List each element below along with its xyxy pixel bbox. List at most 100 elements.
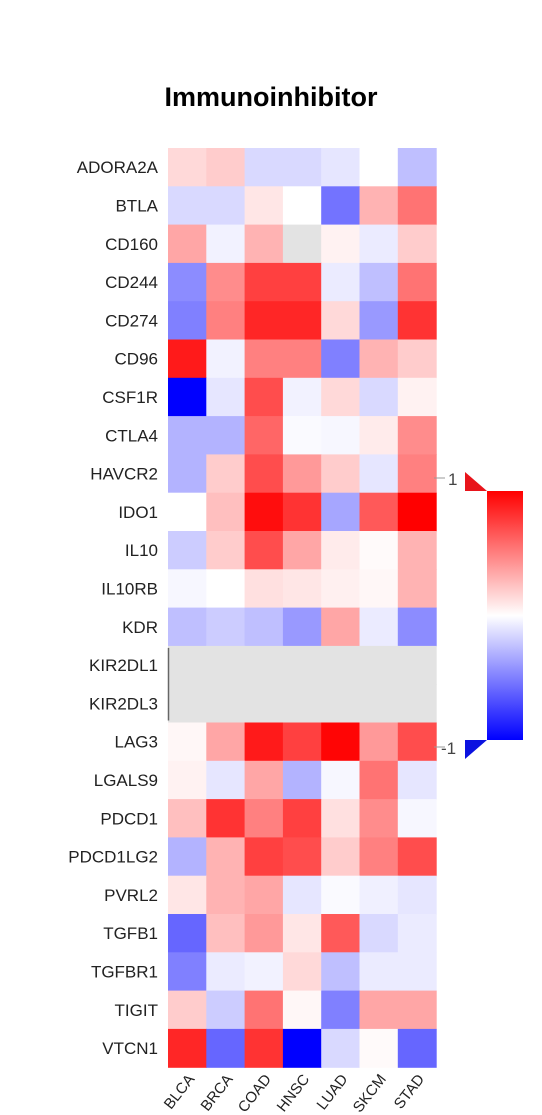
heatmap-cell-lag3-skcm [359,722,399,762]
row-label-tgfb1: TGFB1 [103,924,158,943]
heatmap-cell-cd96-brca [206,339,246,379]
heatmap-cell-lag3-luad [321,722,361,762]
heatmap-cell-pvrl2-stad [397,875,437,915]
heatmap-cell-vtcn1-stad [397,1028,437,1068]
heatmap-cell-kdr-skcm [359,607,399,647]
heatmap-cell-kir2dl3-blca [168,684,207,724]
heatmap-cell-tgfb1-hnsc [282,914,322,953]
heatmap-cell-cd160-luad [321,224,361,264]
heatmap-cell-csf1r-stad [397,377,437,417]
row-label-kdr: KDR [122,618,158,637]
heatmap-cell-tigit-stad [397,990,437,1030]
row-label-cd96: CD96 [115,350,158,369]
heatmap-cell-tgfbr1-brca [206,952,246,992]
heatmap-cell-lgals9-coad [244,760,284,800]
heatmap-cell-cd274-brca [206,301,246,341]
legend-max-marker [465,472,487,491]
heatmap-cell-kdr-coad [244,607,284,647]
heatmap-cell-cd244-hnsc [282,262,322,302]
row-label-ido1: IDO1 [118,503,158,522]
heatmap-cell-cd160-coad [244,224,284,264]
heatmap-cell-csf1r-hnsc [282,377,322,417]
heatmap-cell-ctla4-blca [168,416,207,455]
heatmap-cell-vtcn1-coad [244,1028,284,1068]
heatmap-cell-kdr-brca [206,607,246,647]
heatmap-cell-lag3-hnsc [282,722,322,762]
heatmap-cell-havcr2-luad [321,454,361,494]
heatmap-cell-ctla4-hnsc [282,416,322,455]
heatmap-cell-cd274-stad [397,301,437,341]
heatmap-cell-tgfbr1-skcm [359,952,399,992]
heatmap-cell-il10rb-luad [321,569,361,609]
heatmap-cell-pdcd1-skcm [359,799,399,838]
heatmap-cells [167,148,437,1068]
heatmap-cell-ido1-skcm [359,492,399,532]
heatmap-cell-vtcn1-luad [321,1028,361,1068]
row-label-cd274: CD274 [105,311,158,330]
heatmap-cell-kir2dl3-brca [206,684,246,724]
heatmap-cell-il10-skcm [359,531,399,570]
heatmap-cell-ido1-blca [168,492,207,532]
column-label-blca: BLCA [161,1071,199,1112]
heatmap-cell-lgals9-brca [206,760,246,800]
row-label-tgfbr1: TGFBR1 [91,962,158,981]
heatmap-cell-tigit-coad [244,990,284,1030]
column-label-stad: STAD [391,1071,428,1112]
heatmap-cell-ido1-coad [244,492,284,532]
heatmap-cell-cd96-skcm [359,339,399,379]
legend-min-marker [465,740,487,759]
heatmap-cell-kir2dl3-hnsc [282,684,322,724]
heatmap-cell-btla-brca [206,186,246,226]
heatmap-cell-adora2a-blca [168,148,207,187]
heatmap-cell-cd274-luad [321,301,361,341]
heatmap-cell-btla-skcm [359,186,399,226]
heatmap-cell-adora2a-skcm [359,148,399,187]
heatmap-cell-il10-luad [321,531,361,570]
heatmap-cell-csf1r-skcm [359,377,399,417]
heatmap-cell-pdcd1-coad [244,799,284,838]
heatmap-cell-kir2dl1-hnsc [282,645,322,685]
heatmap-cell-vtcn1-skcm [359,1028,399,1068]
heatmap-cell-pvrl2-blca [168,875,207,915]
heatmap-cell-pvrl2-hnsc [282,875,322,915]
heatmap-cell-havcr2-blca [168,454,207,494]
row-label-pdcd1lg2: PDCD1LG2 [68,848,158,867]
heatmap-cell-ido1-stad [397,492,437,532]
row-label-il10rb: IL10RB [101,579,158,598]
heatmap-cell-tgfbr1-blca [168,952,207,992]
row-label-tigit: TIGIT [115,1001,158,1020]
heatmap-cell-btla-luad [321,186,361,226]
heatmap-cell-pdcd1-blca [168,799,207,838]
heatmap-cell-il10rb-skcm [359,569,399,609]
heatmap-cell-kdr-stad [397,607,437,647]
heatmap-cell-ido1-hnsc [282,492,322,532]
heatmap-cell-havcr2-stad [397,454,437,494]
heatmap-cell-pvrl2-luad [321,875,361,915]
heatmap-cell-havcr2-hnsc [282,454,322,494]
heatmap-cell-havcr2-coad [244,454,284,494]
heatmap-cell-adora2a-stad [397,148,437,187]
column-label-brca: BRCA [198,1071,237,1114]
column-label-coad: COAD [235,1071,275,1115]
heatmap-cell-vtcn1-hnsc [282,1028,322,1068]
heatmap-cell-kir2dl1-stad [397,645,437,685]
heatmap-cell-cd96-coad [244,339,284,379]
row-label-lag3: LAG3 [115,733,158,752]
heatmap-cell-lgals9-blca [168,760,207,800]
heatmap-cell-pdcd1lg2-blca [168,837,207,877]
heatmap-cell-tgfb1-skcm [359,914,399,953]
heatmap-cell-cd96-hnsc [282,339,322,379]
heatmap-cell-cd244-luad [321,262,361,302]
heatmap-cell-il10-brca [206,531,246,570]
heatmap-cell-btla-stad [397,186,437,226]
heatmap-cell-kdr-blca [168,607,207,647]
heatmap-cell-kir2dl3-stad [397,684,437,724]
heatmap-cell-ctla4-skcm [359,416,399,455]
row-label-kir2dl1: KIR2DL1 [89,656,158,675]
heatmap-cell-tgfbr1-luad [321,952,361,992]
heatmap-cell-cd244-stad [397,262,437,302]
heatmap-cell-cd244-coad [244,262,284,302]
heatmap-cell-adora2a-hnsc [282,148,322,187]
heatmap-cell-vtcn1-blca [168,1028,207,1068]
heatmap-cell-pdcd1lg2-brca [206,837,246,877]
